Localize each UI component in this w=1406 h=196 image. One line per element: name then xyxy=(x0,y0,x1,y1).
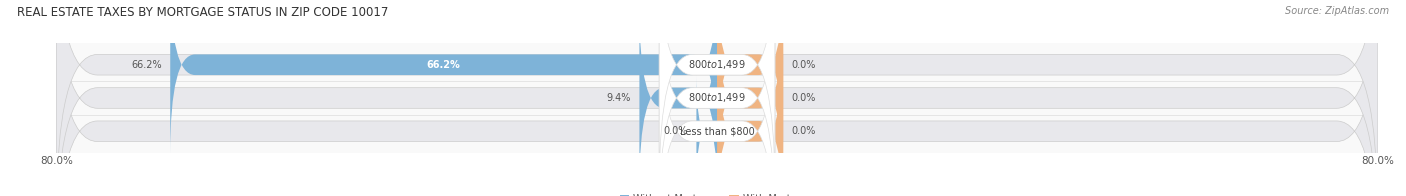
FancyBboxPatch shape xyxy=(56,0,1378,196)
Text: Source: ZipAtlas.com: Source: ZipAtlas.com xyxy=(1285,6,1389,16)
Text: Less than $800: Less than $800 xyxy=(679,126,755,136)
FancyBboxPatch shape xyxy=(717,0,783,154)
FancyBboxPatch shape xyxy=(717,9,783,187)
FancyBboxPatch shape xyxy=(659,0,775,187)
Text: 0.0%: 0.0% xyxy=(792,60,815,70)
Text: 9.4%: 9.4% xyxy=(607,93,631,103)
Text: 66.2%: 66.2% xyxy=(131,60,162,70)
FancyBboxPatch shape xyxy=(170,0,717,154)
FancyBboxPatch shape xyxy=(717,42,783,196)
Text: $800 to $1,499: $800 to $1,499 xyxy=(689,92,745,104)
Legend: Without Mortgage, With Mortgage: Without Mortgage, With Mortgage xyxy=(616,191,818,196)
FancyBboxPatch shape xyxy=(640,9,717,187)
Text: 66.2%: 66.2% xyxy=(427,60,461,70)
FancyBboxPatch shape xyxy=(56,0,1378,196)
FancyBboxPatch shape xyxy=(696,75,717,187)
Text: 0.0%: 0.0% xyxy=(792,126,815,136)
FancyBboxPatch shape xyxy=(56,0,1378,196)
FancyBboxPatch shape xyxy=(659,9,775,196)
Text: 0.0%: 0.0% xyxy=(664,126,688,136)
FancyBboxPatch shape xyxy=(659,0,775,196)
Text: $800 to $1,499: $800 to $1,499 xyxy=(689,58,745,71)
Text: 0.0%: 0.0% xyxy=(792,93,815,103)
Text: REAL ESTATE TAXES BY MORTGAGE STATUS IN ZIP CODE 10017: REAL ESTATE TAXES BY MORTGAGE STATUS IN … xyxy=(17,6,388,19)
